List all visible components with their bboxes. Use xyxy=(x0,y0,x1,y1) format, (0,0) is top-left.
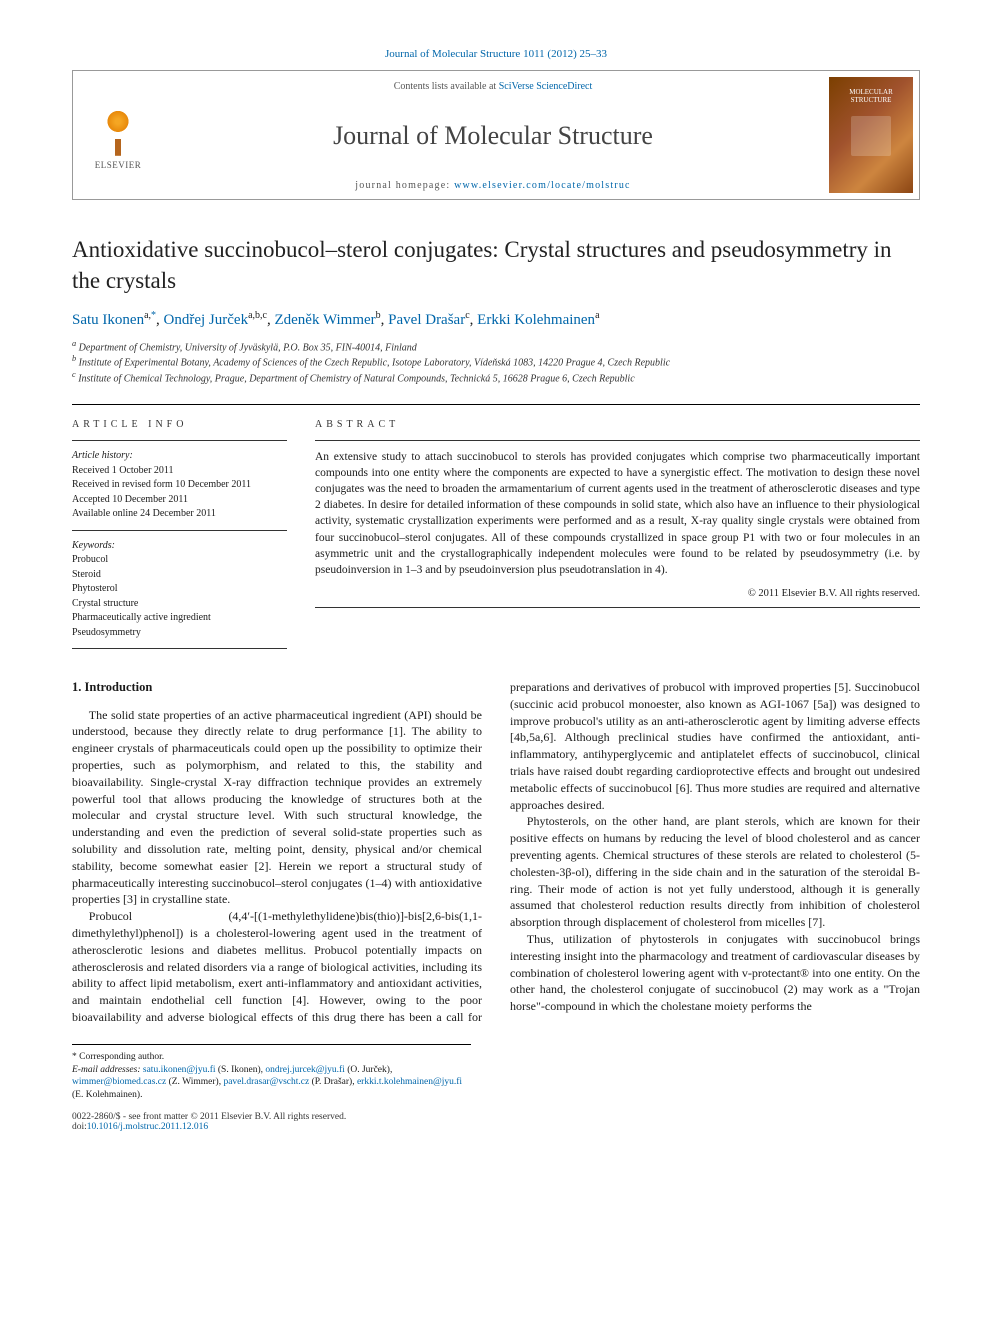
author-link[interactable]: Ondřej Jurček xyxy=(164,312,249,328)
footnotes: * Corresponding author. E-mail addresses… xyxy=(72,1044,471,1102)
article-info-column: ARTICLE INFO Article history: Received 1… xyxy=(72,419,287,657)
article-title: Antioxidative succinobucol–sterol conjug… xyxy=(72,234,920,296)
abstract-copyright: © 2011 Elsevier B.V. All rights reserved… xyxy=(315,588,920,599)
elsevier-tree-icon xyxy=(90,100,146,156)
issn-line: 0022-2860/$ - see front matter © 2011 El… xyxy=(72,1112,346,1122)
email-link[interactable]: wimmer@biomed.cas.cz xyxy=(72,1077,166,1087)
body-paragraph: Thus, utilization of phytosterols in con… xyxy=(510,931,920,1015)
email-who: (P. Drašar) xyxy=(312,1077,353,1087)
keyword: Steroid xyxy=(72,568,287,583)
doi-link[interactable]: 10.1016/j.molstruc.2011.12.016 xyxy=(87,1122,208,1132)
abstract-column: ABSTRACT An extensive study to attach su… xyxy=(315,419,920,657)
homepage-prefix: journal homepage: xyxy=(355,180,454,191)
citation-link[interactable]: Journal of Molecular Structure 1011 (201… xyxy=(385,48,607,60)
journal-header: ELSEVIER Contents lists available at Sci… xyxy=(72,70,920,200)
email-who: (O. Jurček) xyxy=(347,1065,390,1075)
top-citation: Journal of Molecular Structure 1011 (201… xyxy=(72,48,920,60)
publisher-logo[interactable]: ELSEVIER xyxy=(73,71,163,199)
emails-block: E-mail addresses: satu.ikonen@jyu.fi (S.… xyxy=(72,1064,471,1102)
keywords-label: Keywords: xyxy=(72,539,287,554)
history-label: Article history: xyxy=(72,449,287,464)
contents-available: Contents lists available at SciVerse Sci… xyxy=(394,81,593,92)
section-heading-intro: 1. Introduction xyxy=(72,679,482,697)
affiliation-c: c Institute of Chemical Technology, Prag… xyxy=(72,370,920,384)
author-affil-sup: b xyxy=(376,310,381,321)
affiliation-a: a Department of Chemistry, University of… xyxy=(72,339,920,353)
divider xyxy=(72,648,287,649)
author-affil-sup: c xyxy=(465,310,469,321)
affiliations: a Department of Chemistry, University of… xyxy=(72,339,920,384)
body-paragraph: The solid state properties of an active … xyxy=(72,707,482,909)
author-link[interactable]: Pavel Drašar xyxy=(388,312,465,328)
header-center: Contents lists available at SciVerse Sci… xyxy=(163,71,823,199)
divider xyxy=(72,440,287,441)
article-info-heading: ARTICLE INFO xyxy=(72,419,287,430)
homepage-link[interactable]: www.elsevier.com/locate/molstruc xyxy=(454,180,631,191)
corresponding-note: * Corresponding author. xyxy=(72,1051,471,1064)
keyword: Crystal structure xyxy=(72,597,287,612)
sciencedirect-link[interactable]: SciVerse ScienceDirect xyxy=(499,81,593,92)
divider xyxy=(72,530,287,531)
keyword: Pharmaceutically active ingredient xyxy=(72,611,287,626)
authors-line: Satu Ikonena,*, Ondřej Jurčeka,b,c, Zden… xyxy=(72,310,920,329)
author-link[interactable]: Zdeněk Wimmer xyxy=(274,312,375,328)
homepage-line: journal homepage: www.elsevier.com/locat… xyxy=(355,180,630,191)
author-affil-sup: a,b,c xyxy=(248,310,267,321)
cover-thumb-title: MOLECULAR STRUCTURE xyxy=(829,89,913,104)
history-accepted: Accepted 10 December 2011 xyxy=(72,493,287,508)
affiliation-b: b Institute of Experimental Botany, Acad… xyxy=(72,354,920,368)
email-link[interactable]: ondrej.jurcek@jyu.fi xyxy=(265,1065,344,1075)
keyword: Probucol xyxy=(72,553,287,568)
journal-name: Journal of Molecular Structure xyxy=(333,121,653,151)
keyword: Phytosterol xyxy=(72,582,287,597)
bottom-meta: 0022-2860/$ - see front matter © 2011 El… xyxy=(72,1112,920,1132)
doi-line: doi:10.1016/j.molstruc.2011.12.016 xyxy=(72,1122,346,1132)
divider xyxy=(315,440,920,441)
emails-label: E-mail addresses: xyxy=(72,1065,141,1075)
article-history: Article history: Received 1 October 2011… xyxy=(72,449,287,522)
history-received: Received 1 October 2011 xyxy=(72,464,287,479)
author-link[interactable]: Erkki Kolehmainen xyxy=(477,312,595,328)
email-who: (S. Ikonen) xyxy=(218,1065,261,1075)
body-paragraph: Phytosterols, on the other hand, are pla… xyxy=(510,813,920,931)
abstract-heading: ABSTRACT xyxy=(315,419,920,430)
contents-prefix: Contents lists available at xyxy=(394,81,499,92)
email-who: (E. Kolehmainen) xyxy=(72,1090,140,1100)
bottom-left: 0022-2860/$ - see front matter © 2011 El… xyxy=(72,1112,346,1132)
email-who: (Z. Wimmer) xyxy=(169,1077,219,1087)
author-affil-sup: a xyxy=(595,310,599,321)
journal-cover-thumb[interactable]: MOLECULAR STRUCTURE xyxy=(829,77,913,193)
keywords-block: Keywords: Probucol Steroid Phytosterol C… xyxy=(72,539,287,641)
history-revised: Received in revised form 10 December 201… xyxy=(72,478,287,493)
author-affil-sup: a,* xyxy=(144,310,156,321)
publisher-label: ELSEVIER xyxy=(95,160,142,170)
history-online: Available online 24 December 2011 xyxy=(72,507,287,522)
email-link[interactable]: pavel.drasar@vscht.cz xyxy=(223,1077,309,1087)
info-abstract-row: ARTICLE INFO Article history: Received 1… xyxy=(72,404,920,657)
email-link[interactable]: erkki.t.kolehmainen@jyu.fi xyxy=(357,1077,462,1087)
divider xyxy=(315,607,920,608)
abstract-text: An extensive study to attach succinobuco… xyxy=(315,449,920,578)
cover-mini-icon xyxy=(851,116,891,156)
keyword: Pseudosymmetry xyxy=(72,626,287,641)
author-link[interactable]: Satu Ikonen xyxy=(72,312,144,328)
body-text: 1. Introduction The solid state properti… xyxy=(72,679,920,1026)
corresponding-mark[interactable]: * xyxy=(151,310,156,321)
email-link[interactable]: satu.ikonen@jyu.fi xyxy=(143,1065,216,1075)
